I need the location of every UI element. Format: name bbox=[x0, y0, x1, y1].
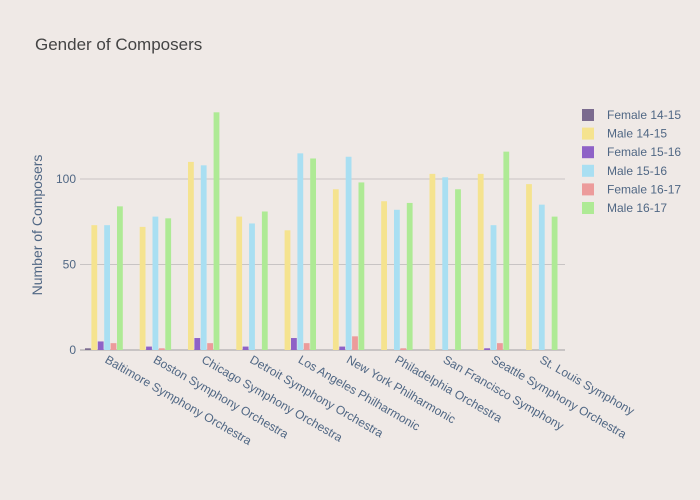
bar bbox=[345, 156, 352, 350]
bar bbox=[477, 173, 484, 350]
bar bbox=[497, 343, 503, 350]
bar bbox=[213, 112, 220, 350]
bar bbox=[381, 201, 387, 350]
legend-label[interactable]: Female 16-17 bbox=[607, 182, 681, 196]
legend-label[interactable]: Male 16-17 bbox=[607, 201, 667, 215]
bar bbox=[303, 343, 310, 350]
bar bbox=[110, 343, 117, 350]
bar bbox=[242, 346, 249, 350]
bar bbox=[442, 177, 449, 350]
bar bbox=[538, 204, 545, 350]
bar bbox=[104, 225, 110, 350]
bar bbox=[284, 230, 291, 350]
bar bbox=[188, 161, 194, 350]
bar bbox=[332, 189, 339, 350]
bar bbox=[97, 341, 104, 350]
bar bbox=[358, 182, 365, 350]
bar bbox=[297, 153, 304, 350]
bar bbox=[117, 206, 123, 350]
y-tick-label: 0 bbox=[69, 343, 76, 357]
bar bbox=[236, 216, 243, 350]
bar bbox=[429, 173, 436, 350]
y-tick-label: 50 bbox=[63, 258, 77, 272]
y-axis-label: Number of Composers bbox=[29, 155, 45, 296]
legend-swatch[interactable] bbox=[582, 164, 594, 177]
bar bbox=[503, 151, 510, 350]
bar bbox=[158, 348, 165, 350]
bar bbox=[291, 338, 297, 350]
bar bbox=[406, 202, 413, 350]
bar bbox=[339, 346, 346, 350]
legend-swatch[interactable] bbox=[582, 202, 594, 214]
bar bbox=[352, 336, 358, 350]
bar bbox=[200, 165, 207, 350]
bar bbox=[490, 225, 497, 350]
bar bbox=[165, 218, 172, 350]
bar bbox=[394, 209, 400, 350]
bar bbox=[455, 189, 461, 350]
bar bbox=[207, 343, 213, 350]
legend-label[interactable]: Male 14-15 bbox=[607, 127, 667, 141]
legend-swatch[interactable] bbox=[582, 146, 594, 159]
legend-swatch[interactable] bbox=[582, 183, 594, 196]
bar bbox=[91, 225, 98, 350]
bar bbox=[85, 348, 91, 350]
bar bbox=[526, 184, 532, 350]
bar bbox=[400, 348, 407, 350]
chart-title: Gender of Composers bbox=[35, 35, 202, 54]
bar bbox=[152, 216, 159, 350]
legend-label[interactable]: Female 15-16 bbox=[607, 145, 681, 159]
legend-swatch[interactable] bbox=[582, 127, 594, 140]
y-tick-label: 100 bbox=[56, 172, 76, 186]
bar bbox=[310, 158, 316, 350]
bar bbox=[484, 348, 490, 350]
bar bbox=[139, 226, 146, 350]
legend-label[interactable]: Female 14-15 bbox=[607, 108, 681, 122]
bar bbox=[551, 216, 558, 350]
bar bbox=[261, 211, 268, 350]
bar bbox=[249, 223, 255, 350]
legend-swatch[interactable] bbox=[582, 109, 594, 121]
bar bbox=[146, 346, 152, 350]
bar bbox=[194, 338, 201, 350]
legend-label[interactable]: Male 15-16 bbox=[607, 164, 667, 178]
